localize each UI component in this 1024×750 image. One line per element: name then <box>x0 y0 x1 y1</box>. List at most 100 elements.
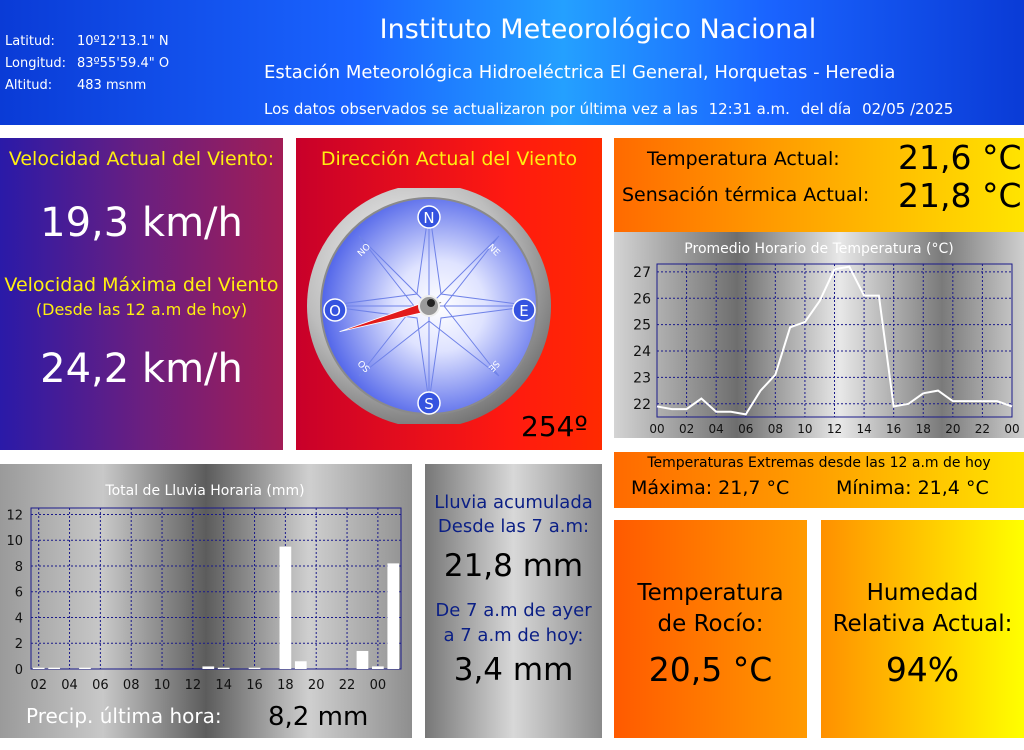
dew-point-panel: Temperatura de Rocío: 20,5 °C <box>614 520 807 738</box>
wind-max-sub: (Desde las 12 a.m de hoy) <box>35 300 248 319</box>
rain-bar <box>217 667 230 669</box>
rain-bar <box>294 661 307 669</box>
rain-xtick-label: 16 <box>246 678 263 693</box>
wind-direction-panel: Dirección Actual del Viento N E S O NE <box>296 138 602 450</box>
rain-bar <box>48 667 60 669</box>
update-date: 02/05 /2025 <box>862 100 954 118</box>
temp-xtick-label: 04 <box>709 422 724 436</box>
extremes-max-label: Máxima: <box>631 477 713 499</box>
wind-max-label: Velocidad Máxima del Viento <box>4 274 279 296</box>
temperature-chart: Promedio Horario de Temperatura (°C) 22 2… <box>614 232 1024 438</box>
temp-xtick-label: 18 <box>916 422 931 436</box>
rain-ytick-label: 0 <box>15 663 23 678</box>
wind-max-value: 24,2 km/h <box>40 346 243 392</box>
rain-bar <box>32 667 45 669</box>
extremes-min-value: 21,4 °C <box>917 477 989 499</box>
humidity-value: 94% <box>885 650 960 689</box>
rain-xtick-label: 14 <box>215 678 232 693</box>
temp-xtick-label: 12 <box>827 422 842 436</box>
rain-ytick-label: 10 <box>6 534 23 549</box>
extremes-max-value: 21,7 °C <box>718 477 790 499</box>
humidity-label-1: Humedad <box>866 580 979 606</box>
rain-bar <box>202 666 215 669</box>
rain-ytick-label: 2 <box>15 637 23 652</box>
latitude-label: Latitud: <box>5 34 55 49</box>
altitude-value: 483 msnm <box>77 78 147 93</box>
longitude-label: Longitud: <box>5 56 67 71</box>
page-title: Instituto Meteorológico Nacional <box>379 14 817 45</box>
humidity-panel: Humedad Relativa Actual: 94% <box>821 520 1024 738</box>
rain-xtick-label: 22 <box>339 678 356 693</box>
dew-value: 20,5 °C <box>648 650 773 689</box>
temperature-series-line <box>656 265 1013 416</box>
rain-bar <box>372 666 384 669</box>
temp-xtick-label: 00 <box>649 422 664 436</box>
temp-ytick-label: 22 <box>633 397 651 413</box>
compass-o: O <box>329 302 341 320</box>
temp-xtick-label: 08 <box>768 422 783 436</box>
altitude-label: Altitud: <box>5 78 53 93</box>
extremes-min-label: Mínima: <box>836 477 912 499</box>
rain-bar <box>79 667 91 669</box>
temp-ytick-label: 27 <box>633 265 651 281</box>
update-info: Los datos observados se actualizaron por… <box>264 100 959 118</box>
temp-xtick-label: 14 <box>856 422 871 436</box>
update-mid: del día <box>800 100 852 118</box>
humidity-label-2: Relativa Actual: <box>832 611 1013 637</box>
longitude-row: Longitud: 83º55'59.4" O <box>5 56 169 71</box>
rain-chart-title: Total de Lluvia Horaria (mm) <box>104 483 304 499</box>
rain-ytick-label: 4 <box>15 611 23 626</box>
compass-e: E <box>519 302 528 320</box>
altitude-row: Altitud: 483 msnm <box>5 78 146 93</box>
acc-value: 21,8 mm <box>443 548 584 584</box>
header: Latitud: 10º12'13.1" N Longitud: 83º55'59.… <box>0 0 1024 125</box>
rain-accumulated-panel: Lluvia acumulada Desde las 7 a.m: 21,8 m… <box>425 464 602 738</box>
temperature-chart-panel: Promedio Horario de Temperatura (°C) 22 2… <box>614 232 1024 438</box>
longitude-value: 83º55'59.4" O <box>77 56 170 71</box>
rain-chart: Total de Lluvia Horaria (mm) 02468101202… <box>0 464 412 738</box>
compass-east-badge <box>512 298 536 322</box>
wind-current-value: 19,3 km/h <box>40 200 243 246</box>
temp-feels-value: 21,8 °C <box>898 176 1022 215</box>
chart-background <box>614 232 1024 438</box>
rain-xtick-label: 18 <box>277 678 294 693</box>
station-name: Estación Meteorológica Hidroeléctrica El… <box>264 62 896 83</box>
rain-xtick-label: 12 <box>185 678 202 693</box>
rain-xtick-label: 08 <box>123 678 140 693</box>
compass-west-badge <box>323 298 347 322</box>
rain-xtick-label: 06 <box>92 678 109 693</box>
temp-ytick-label: 23 <box>633 370 651 386</box>
temp-xtick-label: 20 <box>945 422 960 436</box>
extremes-panel: Temperaturas Extremas desde las 12 a.m d… <box>614 452 1024 508</box>
temp-xtick-label: 02 <box>679 422 694 436</box>
rain-xtick-label: 10 <box>154 678 171 693</box>
temp-feels-label: Sensación térmica Actual: <box>622 184 870 206</box>
latitude-row: Latitud: 10º12'13.1" N <box>5 34 169 49</box>
extremes-max-row: Máxima: 21,7 °C <box>631 477 789 499</box>
acc-label-2: Desde las 7 a.m: <box>437 516 590 537</box>
wind-direction-label: Dirección Actual del Viento <box>320 148 578 170</box>
rain-xtick-label: 02 <box>30 678 47 693</box>
rain-chart-grid <box>30 507 402 670</box>
rain-xtick-label: 00 <box>370 678 387 693</box>
wind-current-label: Velocidad Actual del Viento: <box>8 148 275 170</box>
wind-speed-panel: Velocidad Actual del Viento: 19,3 km/h V… <box>0 138 283 450</box>
compass-s: S <box>424 395 434 413</box>
temp-current-label: Temperatura Actual: <box>647 148 840 170</box>
wind-direction-degrees: 254º <box>521 410 588 443</box>
update-time: 12:31 a.m. <box>708 100 790 118</box>
compass-south-badge <box>417 391 441 415</box>
extremes-label: Temperaturas Extremas desde las 12 a.m d… <box>647 455 991 471</box>
rain-xtick-label: 04 <box>61 678 78 693</box>
compass-north-badge <box>417 205 441 229</box>
temp-chart-grid <box>656 263 1013 418</box>
extremes-min-row: Mínima: 21,4 °C <box>836 477 989 499</box>
temp-xtick-label: 06 <box>738 422 753 436</box>
rain-chart-background <box>0 464 412 738</box>
compass-n: N <box>423 209 434 227</box>
temp-ytick-label: 25 <box>633 318 651 334</box>
prev-label-1: De 7 a.m de ayer <box>435 600 592 621</box>
last-hour-label: Precip. última hora: <box>26 704 222 728</box>
rain-ytick-label: 8 <box>15 560 23 575</box>
rain-bar <box>356 650 369 669</box>
